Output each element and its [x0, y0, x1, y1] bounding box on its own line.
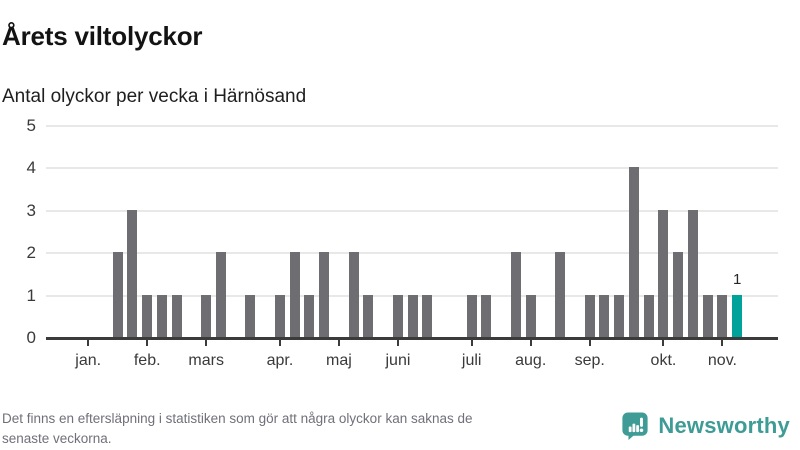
- x-axis-tick: [146, 338, 149, 346]
- bar: [525, 294, 536, 337]
- y-axis-label: 5: [26, 115, 36, 135]
- bar: [215, 252, 226, 337]
- highlight-value-label: 1: [733, 270, 742, 288]
- gridline: [46, 167, 778, 169]
- y-axis-label: 1: [26, 285, 36, 305]
- bar: [171, 294, 182, 337]
- bar: [156, 294, 167, 337]
- bar: [643, 294, 654, 337]
- y-axis-label: 0: [26, 328, 36, 347]
- bar: [142, 294, 153, 337]
- chart-subtitle: Antal olyckor per vecka i Härnösand: [2, 85, 307, 107]
- bar: [363, 294, 374, 337]
- y-axis-label: 4: [26, 158, 36, 177]
- gridline: [46, 124, 778, 127]
- bar: [127, 209, 138, 337]
- gridline: [46, 209, 778, 212]
- x-axis-label: aug.: [515, 352, 547, 369]
- gridline: [46, 252, 778, 254]
- x-axis-label: nov.: [707, 352, 737, 369]
- x-axis-tick: [529, 338, 532, 346]
- bar: [348, 252, 359, 337]
- bar: [555, 252, 566, 337]
- bar: [422, 294, 433, 337]
- y-axis-label: 2: [26, 243, 36, 262]
- footnote-line-1: Det finns en eftersläpning i statistiken…: [2, 411, 473, 426]
- bar: [673, 252, 684, 337]
- bar-chart: 0 1 2 3 4 5 1 jan. feb. mars apr. maj juni juli aug. se…: [0, 110, 800, 378]
- footnote-line-2: senaste veckorna.: [2, 430, 112, 446]
- bar: [599, 294, 610, 337]
- chart-title: Årets viltolyckor: [2, 21, 203, 52]
- bar: [304, 294, 315, 337]
- newsworthy-logo: Newsworthy: [621, 411, 790, 441]
- bar: [481, 294, 492, 337]
- x-axis-tick: [87, 338, 90, 346]
- newsworthy-logo-icon: [621, 411, 649, 441]
- x-axis-tick: [205, 338, 208, 346]
- bar: [289, 252, 300, 337]
- x-axis-tick: [470, 338, 473, 346]
- bar: [112, 252, 123, 337]
- x-axis-label: maj: [326, 352, 352, 369]
- bar: [614, 294, 625, 337]
- bar: [717, 294, 728, 337]
- x-axis-tick: [396, 338, 399, 346]
- x-axis-tick: [662, 338, 665, 346]
- bar: [319, 252, 330, 337]
- y-axis-label: 3: [26, 200, 36, 220]
- x-axis-label: sep.: [574, 352, 605, 369]
- bar: [687, 209, 698, 337]
- bar: [510, 252, 521, 337]
- bar: [274, 294, 285, 337]
- x-axis-line: [46, 337, 778, 340]
- bar-highlighted: [732, 294, 743, 337]
- x-axis-label: apr.: [266, 352, 294, 369]
- x-axis-label: juni: [385, 352, 411, 369]
- x-axis-label: feb.: [133, 352, 161, 369]
- x-axis-tick: [588, 338, 591, 346]
- bar: [201, 294, 212, 337]
- x-axis-label: jan.: [75, 352, 102, 369]
- x-axis-label: juli: [461, 352, 482, 369]
- bar: [584, 294, 595, 337]
- bar: [392, 294, 403, 337]
- bar: [466, 294, 477, 337]
- bar: [628, 167, 639, 337]
- bar: [702, 294, 713, 337]
- x-axis-tick: [337, 338, 340, 346]
- x-axis-label: okt.: [650, 352, 677, 369]
- bar: [658, 209, 669, 337]
- bar: [245, 294, 256, 337]
- x-axis-tick: [721, 338, 724, 346]
- x-axis-tick: [278, 338, 281, 346]
- newsworthy-wordmark: Newsworthy: [658, 413, 790, 438]
- footnote: Det finns en eftersläpning i statistiken…: [2, 409, 473, 448]
- x-axis-label: mars: [188, 352, 224, 369]
- bar: [407, 294, 418, 337]
